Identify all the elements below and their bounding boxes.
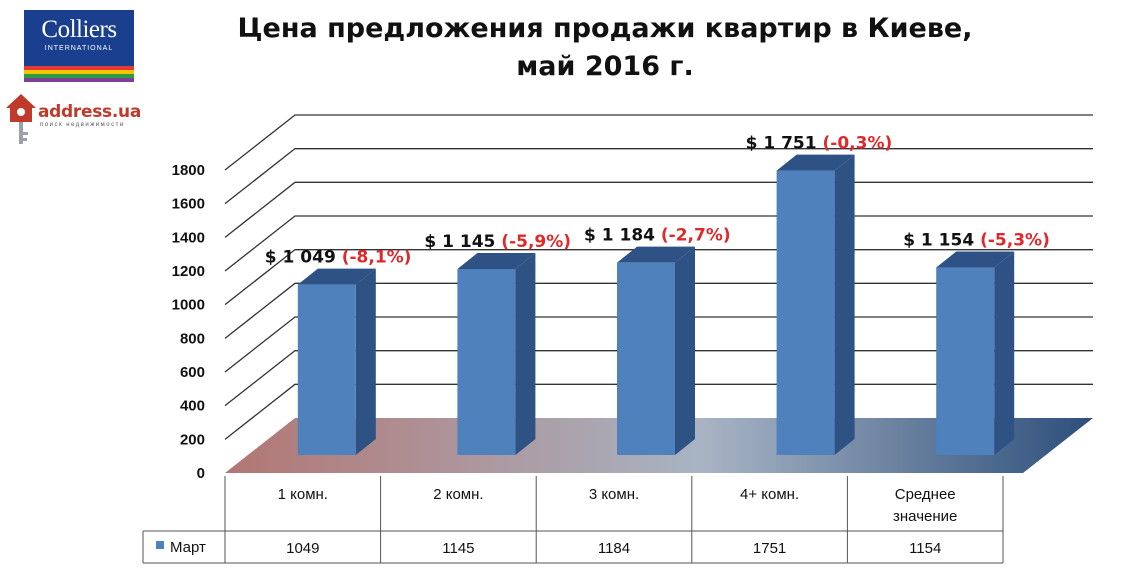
bar (617, 246, 695, 455)
category-label: 3 комн. (589, 486, 639, 503)
table-value: 1145 (442, 540, 474, 557)
category-label: 1 комн. (278, 486, 328, 503)
chart-title-line-1: Цена предложения продажи квартир в Киеве… (237, 13, 973, 44)
y-tick-label: 800 (180, 330, 205, 347)
data-label-price: $ 1 184 (584, 226, 661, 246)
address-logo: address.ua поиск недвижимости (4, 92, 154, 152)
bar-front (297, 284, 356, 455)
data-label-change: (-5,9%) (501, 232, 571, 252)
bar-front (617, 262, 675, 455)
bar-top (297, 268, 376, 285)
data-label: $ 1 154 (-5,3%) (903, 231, 1050, 251)
colliers-stripe (24, 78, 134, 82)
colliers-stripes (24, 66, 134, 82)
bar-side (834, 154, 855, 455)
bar-top (457, 253, 536, 270)
chart-title: Цена предложения продажи квартир в Киеве… (230, 10, 980, 86)
data-label-price: $ 1 145 (424, 232, 501, 252)
bar-side (515, 253, 536, 455)
data-label-price: $ 1 049 (265, 248, 342, 268)
data-table: 1 комн. 1049 2 комн. 1145 3 комн. 1184 4+ комн… (142, 476, 1004, 564)
colliers-sub-text: INTERNATIONAL (44, 45, 114, 52)
data-label: $ 1 049 (-8,1%) (265, 248, 412, 268)
legend-label: Март (170, 539, 206, 556)
table-value: 1049 (286, 540, 319, 557)
bar-side (355, 268, 376, 455)
y-tick-label: 200 (180, 431, 205, 448)
legend-swatch (156, 541, 164, 549)
data-label-price: $ 1 751 (746, 134, 823, 154)
gridline (224, 114, 1093, 171)
bars (297, 154, 1015, 455)
chart-title-line-2: май 2016 г. (516, 51, 694, 82)
data-labels: $ 1 049 (-8,1%) $ 1 145 (-5,9%) $ 1 184 (-… (265, 134, 1050, 268)
y-tick-label: 600 (180, 364, 205, 381)
data-label: $ 1 184 (-2,7%) (584, 226, 731, 246)
table-value: 1154 (909, 540, 941, 557)
colliers-stripe (24, 70, 134, 74)
y-tick-label: 0 (197, 465, 205, 482)
colliers-stripe (24, 74, 134, 78)
bar (776, 154, 855, 455)
data-label-change: (-2,7%) (661, 226, 731, 246)
bar (297, 268, 376, 455)
data-label: $ 1 145 (-5,9%) (424, 232, 571, 252)
y-tick-label: 400 (180, 398, 205, 415)
address-logo-tagline: поиск недвижимости (40, 122, 125, 128)
y-tick-label: 1400 (172, 229, 205, 246)
colliers-stripe (24, 66, 134, 70)
data-label-change: (-5,3%) (980, 231, 1050, 251)
y-tick-label: 1600 (172, 196, 205, 213)
bar (457, 253, 536, 455)
colliers-logo: Colliers INTERNATIONAL (24, 10, 134, 82)
bar-top (936, 251, 1015, 268)
data-label: $ 1 751 (-0,3%) (746, 134, 893, 154)
house-key-icon (6, 94, 36, 144)
bar-side (994, 251, 1015, 455)
category-label: 2 комн. (433, 486, 483, 503)
bar-top (776, 154, 855, 171)
bar-top (617, 246, 695, 263)
colliers-brand-text: Colliers (41, 16, 117, 43)
y-tick-label: 1200 (172, 263, 205, 280)
category-label: значение (893, 508, 957, 525)
y-tick-label: 1800 (172, 162, 205, 179)
gridline (224, 148, 1093, 205)
category-label: 4+ комн. (740, 486, 799, 503)
y-tick-label: 1000 (172, 297, 205, 314)
bar-side (675, 246, 695, 455)
data-label-price: $ 1 154 (903, 231, 980, 251)
table-value: 1184 (598, 540, 630, 557)
bar-front (457, 269, 516, 455)
data-label-change: (-0,3%) (823, 134, 893, 154)
bar-front (936, 267, 995, 455)
bar-front (776, 170, 835, 455)
data-label-change: (-8,1%) (342, 248, 412, 268)
address-logo-text: address.ua (38, 102, 141, 122)
y-axis-ticks: 0 200 400 600 800 1000 1200 1400 1600 1800 (172, 162, 205, 482)
table-value: 1751 (753, 540, 786, 557)
bar (936, 251, 1015, 455)
category-label: Среднее (895, 486, 956, 503)
